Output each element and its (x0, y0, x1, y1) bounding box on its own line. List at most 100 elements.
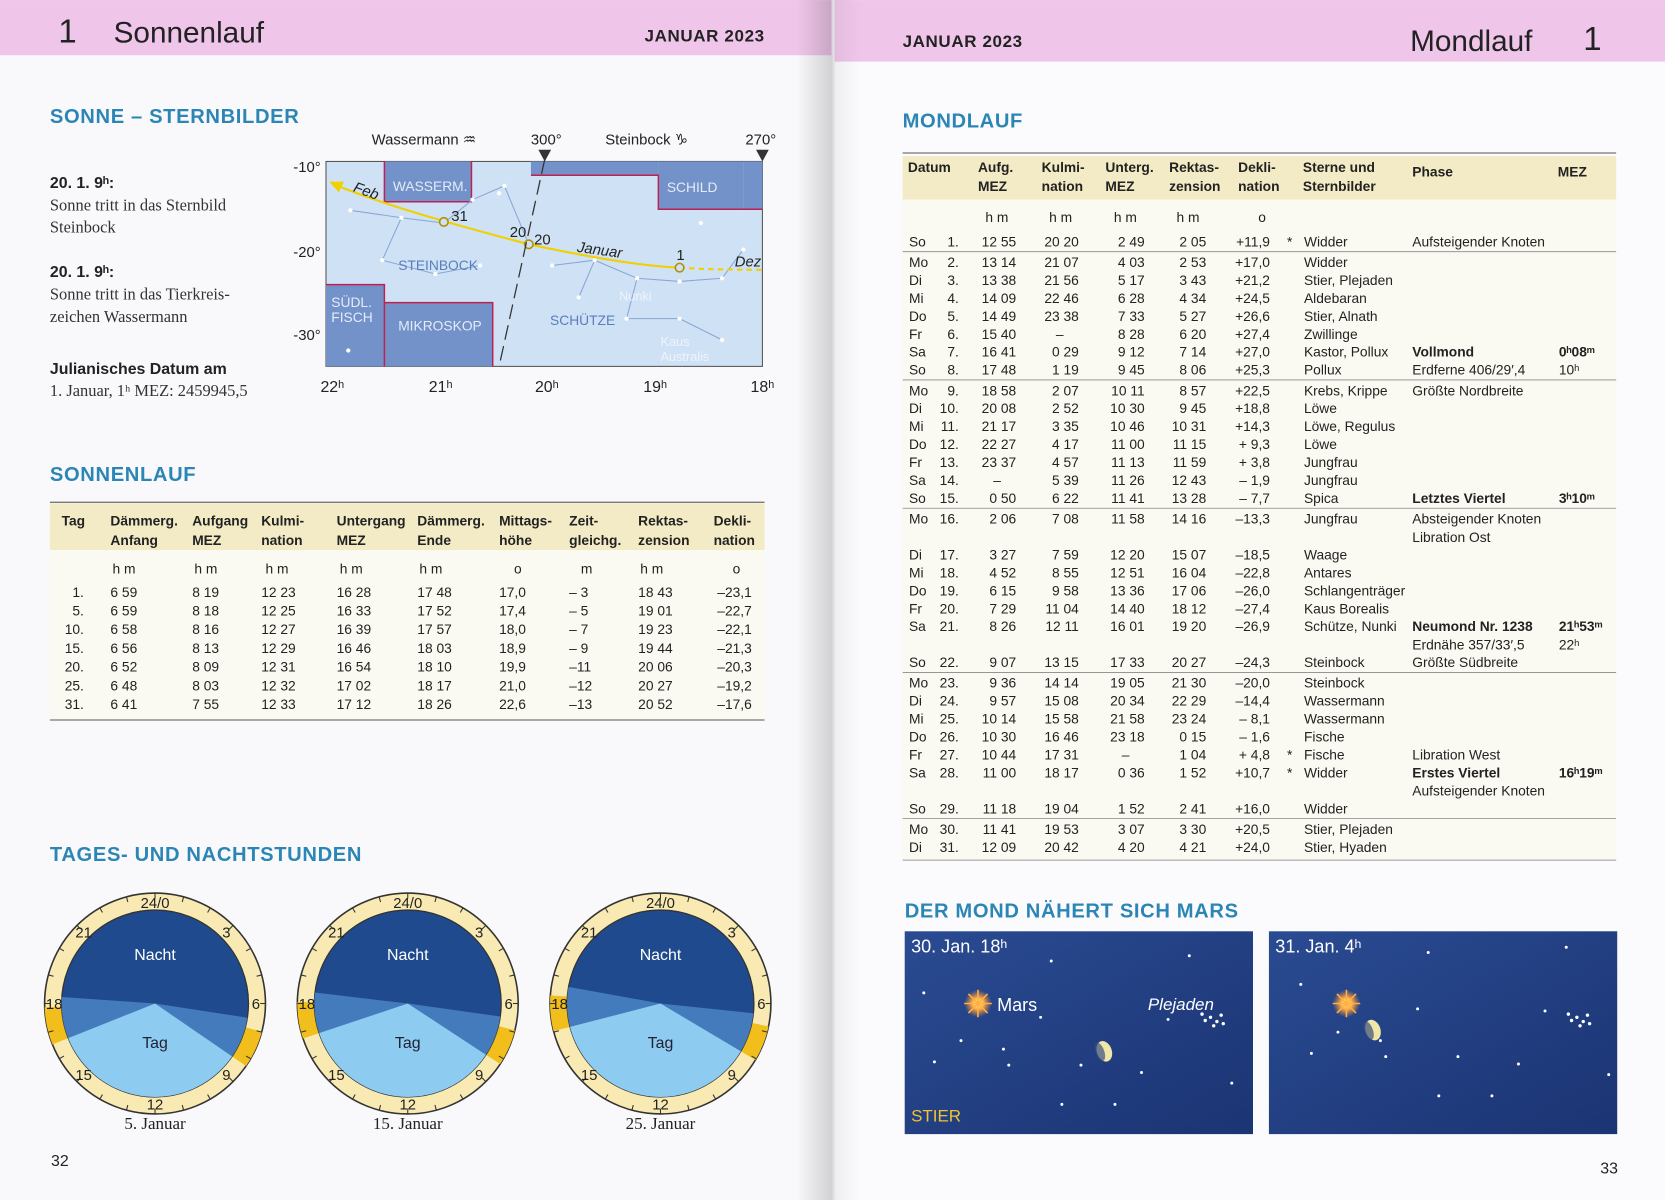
table-cell: 11 15 (1173, 437, 1207, 452)
day-night-dial: 24/0 3 6 9 12 15 18 21 Nacht Tag 15. Januar (296, 892, 519, 1133)
dial-label: 21 (75, 925, 92, 941)
table-cell: – 8,1 (1239, 712, 1270, 727)
dial-label: 12 (147, 1098, 164, 1114)
table-cell: 23 37 (982, 455, 1017, 470)
star (1378, 1039, 1382, 1043)
column-header: Rektas- (1169, 160, 1219, 175)
table-cell: –13 (569, 697, 592, 712)
dial-label: 9 (475, 1068, 483, 1084)
month: JANUAR 2023 (903, 32, 1023, 51)
stars: Widder (1304, 234, 1348, 249)
star (592, 258, 597, 263)
phase: Libration West (1412, 747, 1500, 762)
column-header: zension (638, 533, 689, 548)
table-cell: 10. (65, 622, 84, 637)
table-cell: +18,8 (1235, 401, 1270, 416)
column-header: zension (1169, 179, 1220, 194)
phase: Aufsteigender Knoten (1412, 234, 1545, 249)
table-cell: 9 36 (989, 676, 1016, 691)
column-header: gleichg. (569, 533, 621, 548)
phase: Letztes Viertel (1412, 491, 1505, 506)
note-line: Steinbock (50, 218, 117, 237)
column-header: nation (1042, 179, 1083, 194)
star (1437, 1094, 1441, 1098)
dial-label: 12 (652, 1098, 669, 1114)
date: 14. (940, 473, 959, 488)
hour-tick (553, 1030, 560, 1033)
table-header-band (902, 156, 1617, 200)
phase: Libration Ost (1412, 530, 1490, 545)
table-cell: 12 25 (261, 604, 296, 619)
table-cell: 9 45 (1118, 363, 1145, 378)
dial-label: 18 (46, 997, 63, 1013)
date: 2. (947, 255, 959, 270)
date: 23. (940, 676, 959, 691)
pleiades-star (1566, 1012, 1571, 1016)
column-header: Dämmerg. (110, 514, 177, 529)
table-cell: 3 07 (1118, 822, 1145, 837)
table-cell: 16 46 (1044, 730, 1079, 745)
dial-label: 9 (222, 1068, 230, 1084)
table-cell: 8 57 (1179, 383, 1206, 398)
date-label: 20 (534, 232, 551, 248)
table-cell: 13 38 (982, 273, 1017, 288)
star (634, 276, 640, 281)
column-unit: h m (1049, 210, 1072, 225)
column-header: Dämmerg. (417, 514, 484, 529)
hour-tick (352, 907, 356, 913)
table-cell: –18,5 (1235, 547, 1270, 562)
night-label: Nacht (134, 947, 176, 964)
table-cell: +24,0 (1235, 840, 1270, 855)
hour-tick (125, 1104, 129, 1111)
star (1049, 959, 1053, 963)
ra-label: 18ʰ (751, 379, 775, 396)
star (1140, 1071, 1143, 1075)
date: 28. (940, 765, 959, 780)
star (1516, 1062, 1520, 1066)
table-cell: –24,3 (1235, 655, 1270, 670)
hour-tick (76, 925, 82, 930)
table-cell: 11 59 (1173, 455, 1207, 470)
pleiades-star (1212, 1024, 1216, 1028)
day-label: Tag (142, 1035, 168, 1052)
star-label: Kaus (660, 334, 689, 349)
column-header: Dekli- (714, 514, 752, 529)
phase: Erdferne 406/29′,4 (1412, 363, 1525, 378)
table-cell: 8 06 (1179, 363, 1206, 378)
table-cell: 14 40 (1110, 601, 1145, 616)
weekday: Mo (909, 383, 928, 398)
hour-tick (751, 1055, 757, 1060)
hour-tick (498, 1055, 504, 1060)
table-cell: 4 17 (1052, 437, 1079, 452)
table-cell: 19,9 (499, 660, 526, 675)
table-cell: 20 27 (1172, 655, 1207, 670)
marker-asterisk: * (1287, 234, 1293, 249)
constellation-area (530, 161, 659, 176)
table-cell: 8 16 (192, 622, 219, 637)
table-cell: 20 42 (1044, 840, 1079, 855)
hour-tick (245, 947, 251, 952)
date: 20. (940, 601, 959, 616)
star (477, 263, 483, 268)
note-line: Sonne tritt in das Tierkreis- (50, 284, 230, 303)
table-cell: 12 27 (261, 622, 296, 637)
phase-time: 21ʰ53ᵐ (1559, 619, 1603, 634)
date-label: 20 (510, 225, 527, 241)
table-cell: 21 17 (982, 419, 1017, 434)
stars: Jungfrau (1304, 512, 1358, 527)
star-label: Australis (660, 349, 709, 364)
constellation-area (743, 161, 763, 210)
table-cell: 2 07 (1052, 383, 1079, 398)
table-cell: 6 52 (110, 660, 137, 675)
table-cell: 16 46 (337, 641, 372, 656)
table-cell: 15 58 (1044, 712, 1079, 727)
hour-tick (99, 1094, 103, 1100)
stars: Pollux (1304, 363, 1342, 378)
weekday: Mo (909, 822, 928, 837)
table-cell: 1. (72, 585, 84, 600)
column-header: Mittags- (499, 514, 552, 529)
stars: Antares (1304, 565, 1352, 580)
column-header: Kulmi- (1042, 160, 1085, 175)
dial-label: 24/0 (141, 896, 170, 912)
